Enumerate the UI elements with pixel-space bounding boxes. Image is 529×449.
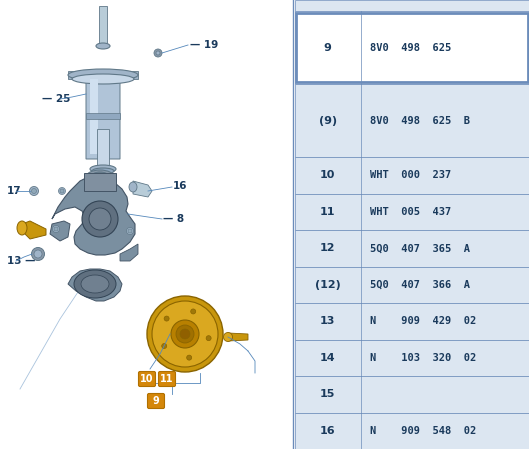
Bar [68, 71, 138, 79]
Text: 11: 11 [160, 374, 174, 384]
Bar [295, 413, 529, 449]
Ellipse shape [17, 221, 27, 235]
Bar [97, 129, 109, 169]
Bar [295, 339, 529, 376]
Bar [295, 0, 529, 11]
Text: 13 —: 13 — [7, 256, 35, 266]
Bar [296, 13, 528, 82]
Ellipse shape [126, 228, 133, 234]
Ellipse shape [86, 170, 114, 184]
Text: WHT  005  437: WHT 005 437 [370, 207, 451, 217]
Text: (12): (12) [315, 280, 341, 290]
Polygon shape [120, 244, 138, 261]
Polygon shape [86, 73, 120, 159]
Text: 9: 9 [324, 43, 332, 53]
Ellipse shape [81, 275, 109, 293]
Ellipse shape [89, 208, 111, 230]
FancyBboxPatch shape [139, 371, 156, 387]
Polygon shape [133, 181, 152, 197]
Polygon shape [52, 177, 135, 255]
Text: 10: 10 [320, 170, 335, 180]
Text: (9): (9) [318, 116, 337, 126]
Text: 5Q0  407  366  A: 5Q0 407 366 A [370, 280, 470, 290]
Ellipse shape [147, 296, 223, 372]
Text: N    103  320  02: N 103 320 02 [370, 353, 476, 363]
Text: 5Q0  407  365  A: 5Q0 407 365 A [370, 243, 470, 253]
Ellipse shape [180, 329, 190, 339]
Text: N    909  548  02: N 909 548 02 [370, 426, 476, 436]
Ellipse shape [72, 74, 134, 84]
Ellipse shape [32, 247, 44, 260]
Ellipse shape [223, 333, 233, 342]
Ellipse shape [90, 165, 116, 173]
Text: 15: 15 [320, 389, 335, 399]
Ellipse shape [59, 188, 66, 194]
Ellipse shape [128, 229, 132, 233]
Ellipse shape [52, 225, 59, 233]
Text: 17: 17 [7, 186, 22, 196]
Bar [86, 113, 120, 119]
Ellipse shape [34, 250, 42, 258]
Text: 8V0  498  625  B: 8V0 498 625 B [370, 116, 470, 126]
Text: 8V0  498  625: 8V0 498 625 [370, 43, 451, 53]
Polygon shape [22, 221, 46, 239]
Text: 16: 16 [320, 426, 335, 436]
Text: — 19: — 19 [190, 40, 218, 50]
Text: 13: 13 [320, 316, 335, 326]
Ellipse shape [129, 182, 137, 192]
Bar [295, 267, 529, 303]
Bar [295, 303, 529, 339]
Ellipse shape [206, 336, 211, 341]
Bar [295, 11, 529, 84]
Polygon shape [228, 333, 248, 341]
Bar [295, 376, 529, 413]
Text: — 25: — 25 [42, 94, 70, 104]
Ellipse shape [164, 316, 169, 321]
FancyBboxPatch shape [148, 393, 165, 409]
Bar [295, 230, 529, 267]
Ellipse shape [30, 186, 39, 195]
Ellipse shape [68, 69, 138, 81]
Bar [99, 6, 107, 44]
Ellipse shape [92, 168, 114, 174]
Polygon shape [50, 221, 70, 241]
Text: N    909  429  02: N 909 429 02 [370, 316, 476, 326]
Text: 14: 14 [320, 353, 335, 363]
FancyBboxPatch shape [159, 371, 176, 387]
Ellipse shape [171, 320, 199, 348]
Text: 11: 11 [320, 207, 335, 217]
Polygon shape [68, 269, 122, 301]
Ellipse shape [74, 270, 116, 298]
Ellipse shape [191, 309, 196, 314]
Ellipse shape [154, 49, 162, 57]
Bar [295, 84, 529, 157]
Bar [84, 173, 116, 191]
Ellipse shape [156, 51, 160, 55]
Bar [295, 194, 529, 230]
Ellipse shape [96, 43, 110, 49]
Ellipse shape [162, 343, 167, 348]
Text: — 8: — 8 [163, 214, 184, 224]
Ellipse shape [176, 325, 194, 343]
Text: 12: 12 [320, 243, 335, 253]
Ellipse shape [54, 227, 58, 231]
Text: 10: 10 [140, 374, 154, 384]
Bar [90, 79, 98, 154]
Ellipse shape [60, 189, 64, 193]
Bar [295, 157, 529, 194]
Text: 16: 16 [173, 181, 187, 191]
Ellipse shape [152, 301, 218, 367]
Text: 9: 9 [153, 396, 159, 406]
Text: WHT  000  237: WHT 000 237 [370, 170, 451, 180]
Ellipse shape [32, 189, 37, 194]
Ellipse shape [91, 172, 109, 182]
Ellipse shape [187, 355, 191, 360]
Ellipse shape [82, 201, 118, 237]
